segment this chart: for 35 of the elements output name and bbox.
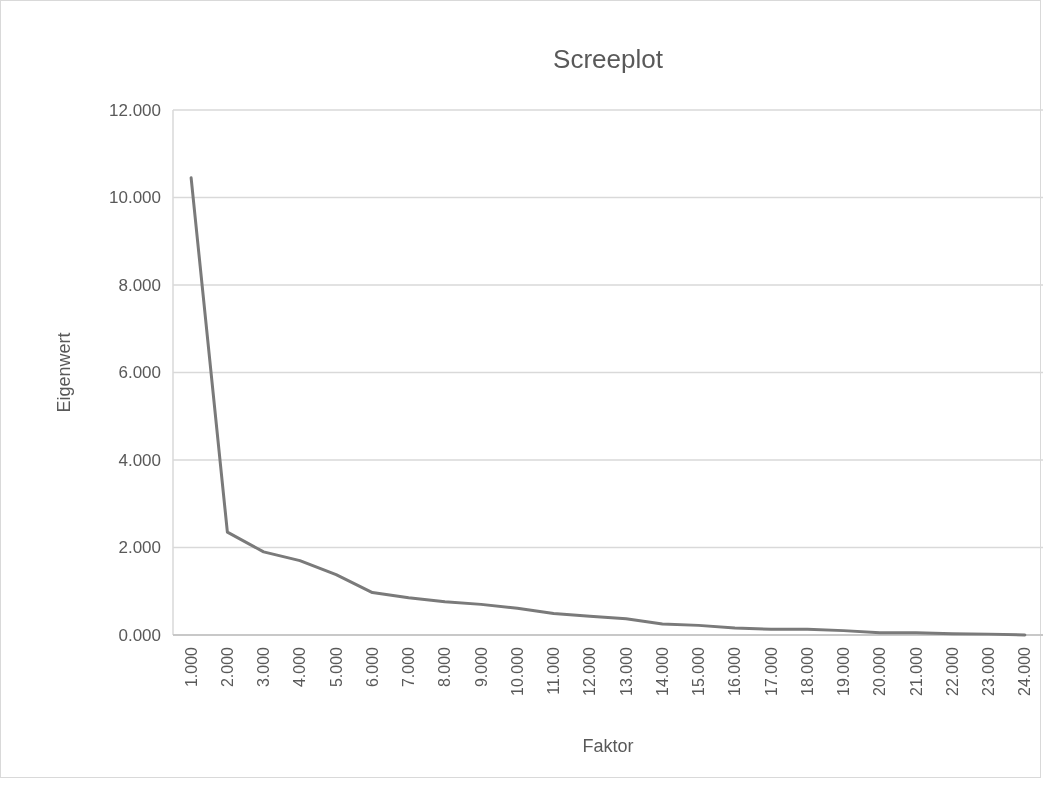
y-tick-label: 0.000: [118, 625, 161, 645]
x-tick-label: 14.000: [653, 646, 671, 696]
y-tick-label: 12.000: [109, 100, 161, 120]
x-tick-label: 18.000: [798, 646, 816, 696]
x-tick-label: 11.000: [545, 646, 563, 695]
x-tick-label: 3.000: [255, 646, 273, 688]
x-tick-label: 6.000: [363, 646, 381, 688]
x-tick-label: 2.000: [218, 646, 236, 688]
x-tick-label: 22.000: [943, 646, 961, 696]
x-tick-label: 17.000: [762, 646, 780, 696]
x-tick-label: 5.000: [327, 646, 345, 688]
y-tick-label: 4.000: [118, 450, 161, 470]
x-tick-label: 20.000: [871, 646, 889, 696]
x-tick-label: 21.000: [907, 646, 925, 696]
line-series: [189, 176, 1027, 637]
x-tick-label: 4.000: [291, 646, 309, 688]
x-tick-label: 12.000: [581, 646, 599, 696]
y-tick-label: 2.000: [118, 538, 161, 558]
y-tick-label: 8.000: [118, 275, 161, 295]
x-axis-title: Faktor: [582, 736, 634, 756]
x-tick-label: 9.000: [472, 646, 490, 688]
x-tick-label: 13.000: [617, 646, 635, 696]
y-axis-title: Eigenwert: [54, 332, 74, 413]
x-tick-label: 8.000: [436, 646, 454, 688]
chart-title: Screeplot: [553, 44, 664, 74]
x-tick-label: 16.000: [726, 646, 744, 696]
x-tick-label: 19.000: [835, 646, 853, 696]
x-tick-label: 15.000: [690, 646, 708, 696]
y-tick-label: 6.000: [118, 363, 161, 383]
x-tick-label: 10.000: [508, 646, 526, 696]
x-tick-label: 7.000: [400, 646, 418, 688]
x-tick-label: 24.000: [1016, 646, 1034, 696]
x-tick-label: 1.000: [182, 646, 200, 688]
x-tick-label: 23.000: [980, 646, 998, 696]
y-tick-label: 10.000: [109, 188, 161, 208]
